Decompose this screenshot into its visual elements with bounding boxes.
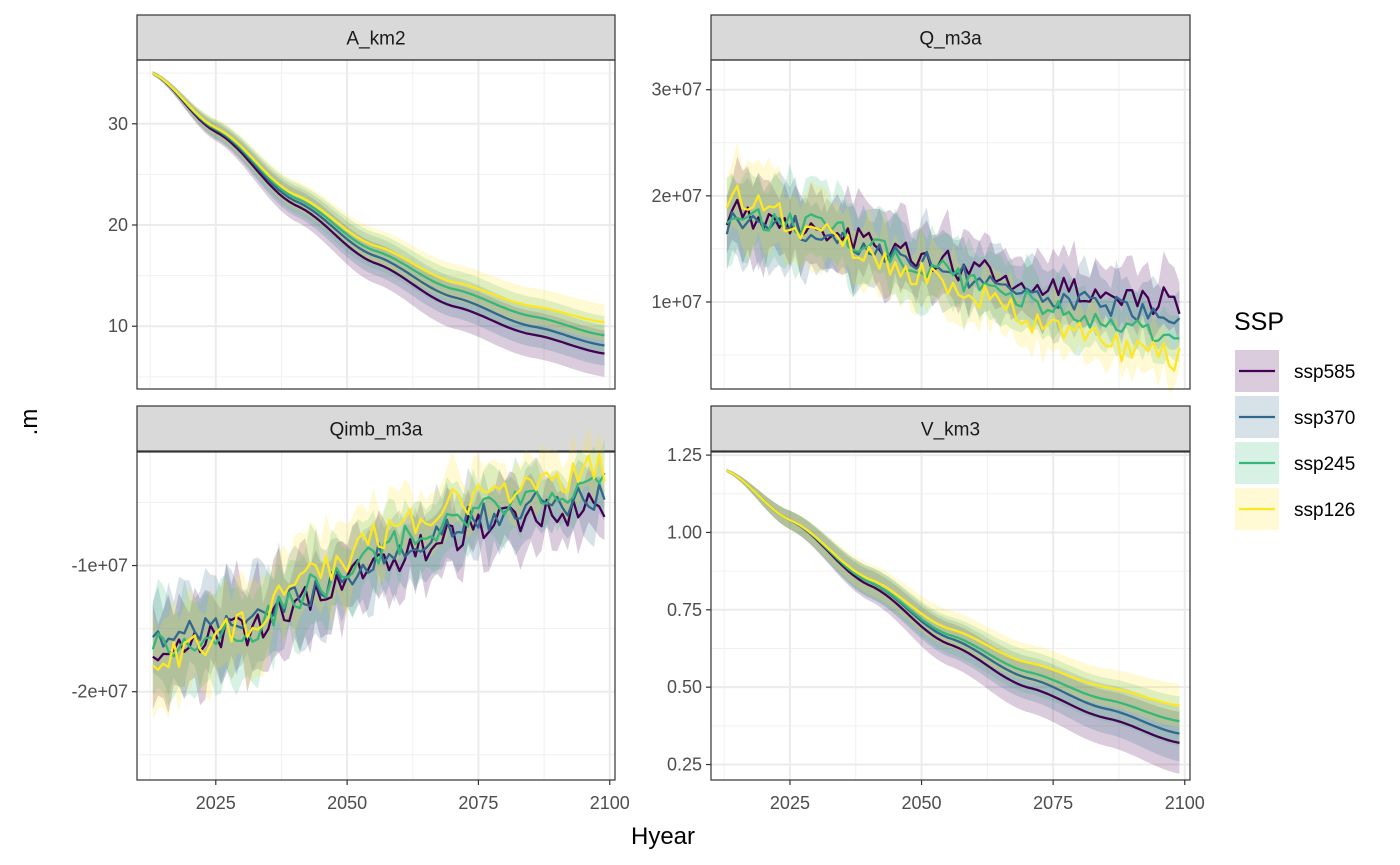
legend: SSP ssp585 ssp370 ssp245 ssp126 (1234, 308, 1355, 530)
legend-title: SSP (1234, 308, 1284, 336)
ribbon-ssp585 (152, 71, 605, 377)
series-line-ssp126 (152, 72, 605, 324)
x-tick-label: 2100 (1165, 793, 1205, 813)
legend-item-ssp245: ssp245 (1235, 442, 1355, 484)
panel-A_km2: A_km2 10 20 30 (108, 14, 616, 390)
y-tick-label: 1e+07 (651, 292, 702, 312)
legend-item-ssp585: ssp585 (1235, 350, 1355, 392)
x-axis-title: Hyear (631, 823, 695, 850)
facet-strip-label: Qimb_m3a (330, 420, 423, 441)
series-line-ssp126 (726, 469, 1180, 707)
ribbon-ssp245 (152, 438, 605, 706)
y-tick-label: -1e+07 (71, 556, 128, 576)
legend-label: ssp370 (1294, 408, 1355, 429)
facet-strip (136, 14, 616, 61)
legend-label: ssp585 (1294, 362, 1355, 383)
panel-Qimb_m3a: Qimb_m3a -2e+07 -1e+07 2025 2050 2075 2100 (71, 405, 630, 813)
y-tick-label: 2e+07 (651, 186, 702, 206)
x-tick-label: 2075 (458, 793, 498, 813)
x-tick-label: 2075 (1033, 793, 1073, 813)
facet-strip-label: Q_m3a (919, 29, 982, 50)
facet-strip (136, 405, 616, 452)
y-tick-label: 0.75 (667, 600, 702, 620)
panel-border (710, 59, 1191, 390)
ribbon-ssp126 (152, 71, 605, 341)
y-axis-title: .m (16, 409, 43, 436)
ribbon-ssp245 (726, 469, 1180, 746)
facet-strip (710, 405, 1191, 452)
panel-Q_m3a: Q_m3a 1e+07 2e+07 3e+07 (651, 14, 1191, 393)
y-tick-label: 0.50 (667, 677, 702, 697)
facet-strip-label: V_km3 (921, 420, 980, 441)
legend-label: ssp245 (1294, 454, 1355, 475)
legend-item-ssp126: ssp126 (1235, 488, 1355, 530)
y-tick-label: 10 (108, 316, 128, 336)
ribbon-ssp370 (152, 456, 605, 696)
series-line-ssp245 (726, 208, 1180, 343)
ribbon-ssp370 (726, 171, 1180, 355)
series-line-ssp370 (725, 211, 1181, 325)
y-tick-label: -2e+07 (71, 682, 128, 702)
ribbon-ssp370 (152, 71, 605, 366)
ribbon-ssp245 (152, 71, 605, 355)
series-line-ssp126 (152, 452, 606, 671)
ribbon-ssp370 (726, 469, 1180, 762)
legend-item-ssp370: ssp370 (1235, 396, 1355, 438)
panel-V_km3: V_km3 0.25 0.50 0.75 1.00 1.25 2025 2050 2075 210… (667, 405, 1205, 813)
facet-strip (710, 14, 1191, 61)
legend-label: ssp126 (1294, 500, 1355, 521)
panel-border (136, 451, 616, 781)
y-tick-label: 3e+07 (651, 80, 702, 100)
legend-keys: ssp585 ssp370 ssp245 ssp126 (1235, 350, 1355, 530)
ribbon-ssp585 (726, 469, 1180, 774)
facet-strip-label: A_km2 (346, 29, 405, 50)
panel-border (710, 451, 1191, 781)
ribbon-ssp126 (726, 469, 1180, 728)
panels-layer: A_km2 10 20 30 Q_m3a 1e+07 2e+07 3e+07 Qimb_m3a -… (71, 14, 1205, 813)
series-line-ssp585 (152, 72, 605, 355)
y-tick-label: 20 (108, 215, 128, 235)
y-tick-label: 1.00 (667, 522, 702, 542)
x-tick-label: 2050 (327, 793, 367, 813)
x-tick-label: 2050 (902, 793, 942, 813)
x-tick-label: 2100 (590, 793, 630, 813)
y-tick-label: 1.25 (667, 445, 702, 465)
y-tick-label: 0.25 (667, 755, 702, 775)
x-tick-label: 2025 (196, 793, 236, 813)
y-tick-label: 30 (108, 114, 128, 134)
series-line-ssp126 (725, 184, 1181, 372)
x-tick-label: 2025 (770, 793, 810, 813)
